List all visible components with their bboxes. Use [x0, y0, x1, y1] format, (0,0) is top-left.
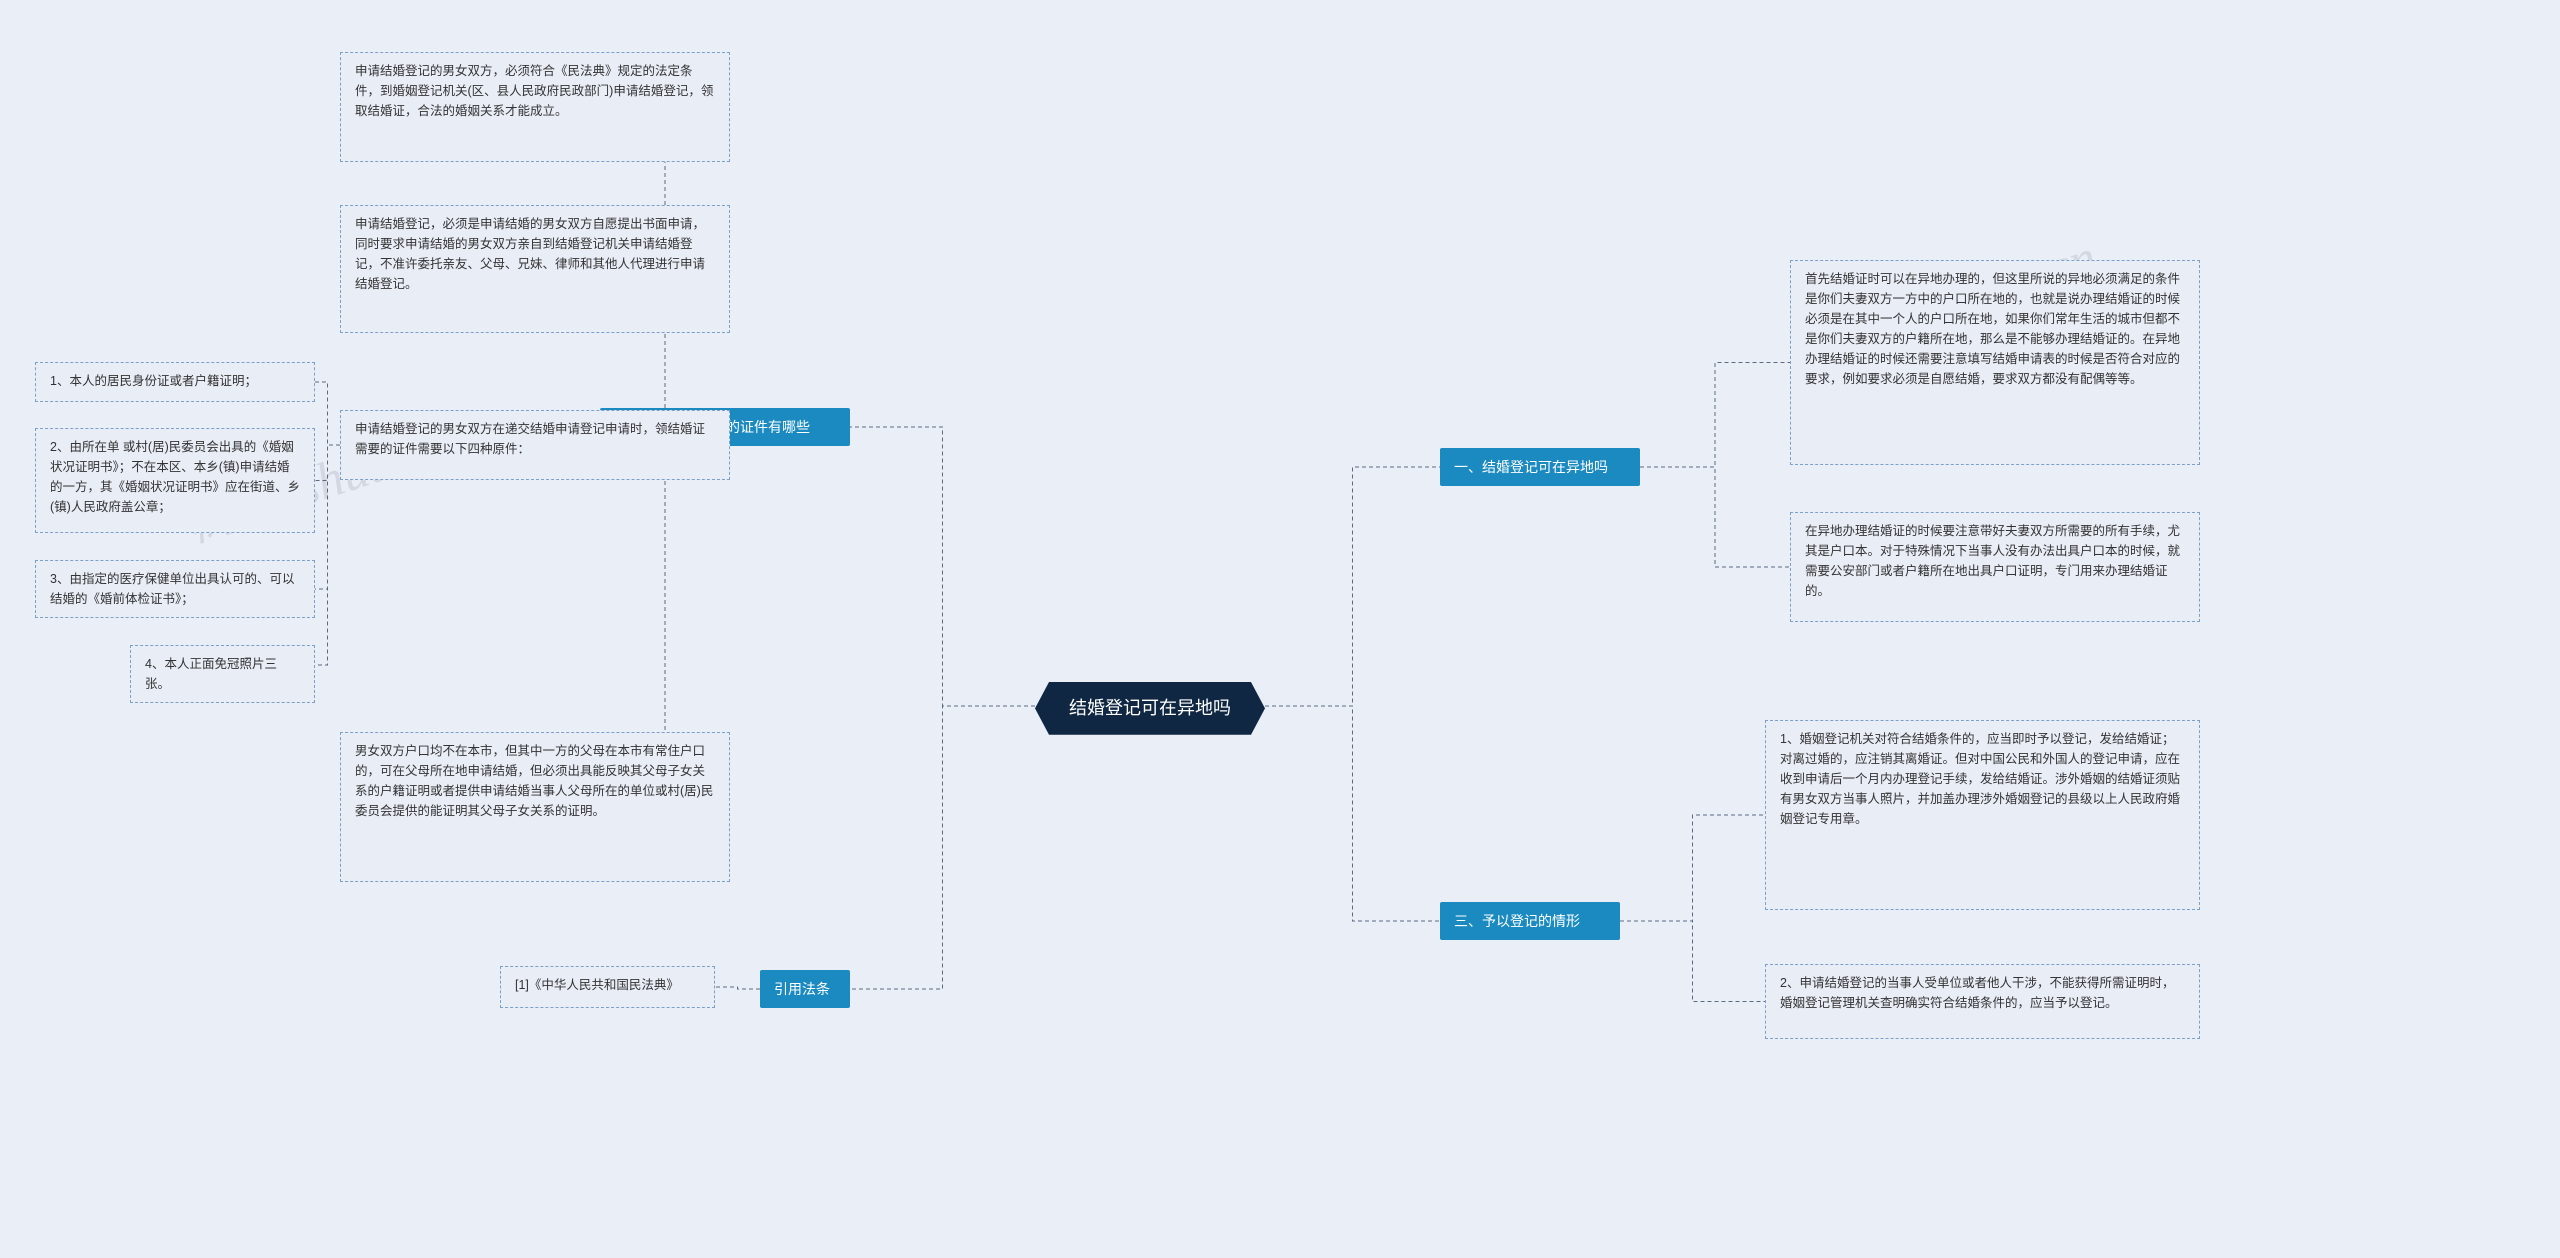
- leaf-s2l4: 男女双方户口均不在本市，但其中一方的父母在本市有常住户口的，可在父母所在地申请结…: [340, 732, 730, 882]
- leaf-s2l2: 申请结婚登记，必须是申请结婚的男女双方自愿提出书面申请，同时要求申请结婚的男女双…: [340, 205, 730, 333]
- leaf-s3l2: 2、申请结婚登记的当事人受单位或者他人干涉，不能获得所需证明时，婚姻登记管理机关…: [1765, 964, 2200, 1039]
- leaf-s2l1: 申请结婚登记的男女双方，必须符合《民法典》规定的法定条件，到婚姻登记机关(区、县…: [340, 52, 730, 162]
- root-node: 结婚登记可在异地吗: [1035, 682, 1265, 735]
- section-s3: 三、予以登记的情形: [1440, 902, 1620, 940]
- leaf-s2l3b: 2、由所在单 或村(居)民委员会出具的《婚姻状况证明书》；不在本区、本乡(镇)申…: [35, 428, 315, 533]
- connector-layer: [0, 0, 2560, 1258]
- section-s1: 一、结婚登记可在异地吗: [1440, 448, 1640, 486]
- leaf-s2l3c: 3、由指定的医疗保健单位出具认可的、可以结婚的《婚前体检证书》；: [35, 560, 315, 618]
- section-s4: 引用法条: [760, 970, 850, 1008]
- leaf-s1l2: 在异地办理结婚证的时候要注意带好夫妻双方所需要的所有手续，尤其是户口本。对于特殊…: [1790, 512, 2200, 622]
- leaf-s1l1: 首先结婚证时可以在异地办理的，但这里所说的异地必须满足的条件是你们夫妻双方一方中…: [1790, 260, 2200, 465]
- leaf-s2l3a: 1、本人的居民身份证或者户籍证明；: [35, 362, 315, 402]
- leaf-s4l1: [1]《中华人民共和国民法典》: [500, 966, 715, 1008]
- leaf-s3l1: 1、婚姻登记机关对符合结婚条件的，应当即时予以登记，发给结婚证；对离过婚的，应注…: [1765, 720, 2200, 910]
- leaf-s2l3: 申请结婚登记的男女双方在递交结婚申请登记申请时，领结婚证需要的证件需要以下四种原…: [340, 410, 730, 480]
- mindmap-canvas: 树图 shutu.cn树图 shutu.cn结婚登记可在异地吗一、结婚登记可在异…: [0, 0, 2560, 1258]
- leaf-s2l3d: 4、本人正面免冠照片三张。: [130, 645, 315, 703]
